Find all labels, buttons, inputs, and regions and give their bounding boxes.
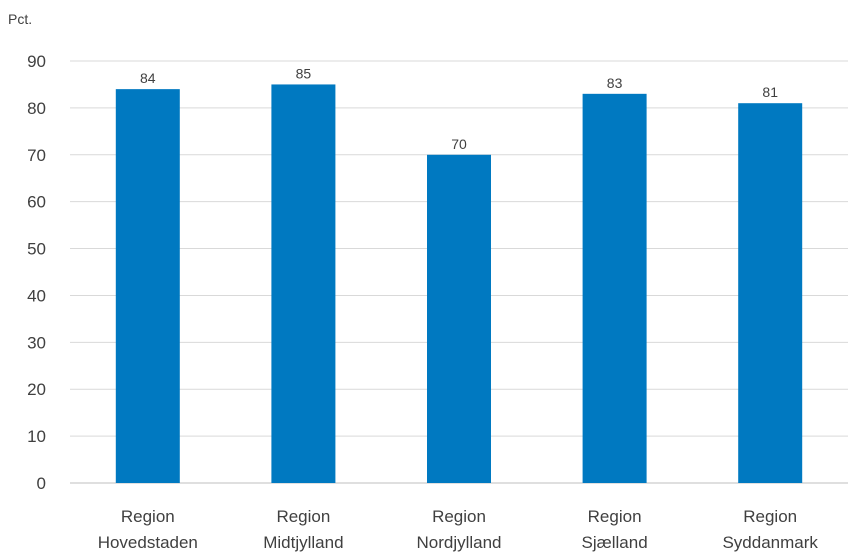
- y-tick-label: 20: [27, 380, 46, 399]
- y-tick-label: 90: [27, 52, 46, 71]
- y-tick-label: 60: [27, 193, 46, 212]
- x-category-label: Region Nordjylland: [416, 507, 501, 552]
- x-category-label: Region Midtjylland: [263, 507, 343, 552]
- y-tick-label: 50: [27, 240, 46, 259]
- bars: [115, 84, 803, 484]
- y-axis-ticks: 0 10 20 30 40 50 60 70 80 90: [27, 52, 46, 493]
- x-category-label-line: Region: [432, 507, 486, 526]
- data-label: 83: [607, 75, 623, 91]
- bar: [427, 154, 491, 483]
- data-labels: 84 85 70 83 81: [140, 65, 778, 151]
- x-category-label: Region Syddanmark: [722, 507, 818, 552]
- data-label: 81: [762, 84, 778, 100]
- x-category-label-line: Midtjylland: [263, 533, 343, 552]
- data-label: 70: [451, 136, 467, 152]
- x-category-label-line: Region: [743, 507, 797, 526]
- y-tick-label: 40: [27, 286, 46, 305]
- data-label: 84: [140, 70, 156, 86]
- data-label: 85: [296, 65, 312, 81]
- x-category-label-line: Syddanmark: [722, 533, 818, 552]
- x-category-label-line: Nordjylland: [416, 533, 501, 552]
- x-category-label-line: Sjælland: [582, 533, 648, 552]
- y-tick-label: 30: [27, 333, 46, 352]
- y-tick-label: 70: [27, 146, 46, 165]
- x-category-label: Region Hovedstaden: [98, 507, 198, 552]
- x-category-label-line: Region: [588, 507, 642, 526]
- y-tick-label: 10: [27, 427, 46, 446]
- x-category-label-line: Region: [276, 507, 330, 526]
- x-category-label-line: Hovedstaden: [98, 533, 198, 552]
- bar: [271, 84, 336, 483]
- x-category-label: Region Sjælland: [582, 507, 648, 552]
- y-axis-unit-label: Pct.: [8, 11, 32, 27]
- y-tick-label: 80: [27, 99, 46, 118]
- bar: [738, 103, 803, 483]
- bar: [115, 89, 180, 483]
- x-category-label-line: Region: [121, 507, 175, 526]
- bar: [582, 93, 647, 484]
- y-tick-label: 0: [37, 474, 46, 493]
